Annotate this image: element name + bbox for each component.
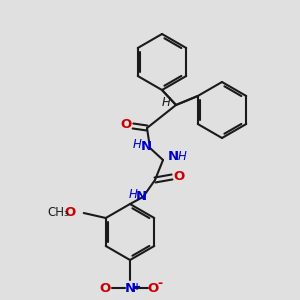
Text: O: O (64, 206, 75, 218)
Text: H: H (162, 97, 170, 110)
Text: -: - (158, 278, 163, 290)
Text: H: H (178, 149, 186, 163)
Text: N: N (135, 190, 147, 203)
Text: H: H (133, 139, 141, 152)
Text: +: + (133, 282, 141, 292)
Text: O: O (147, 281, 159, 295)
Text: O: O (173, 169, 184, 182)
Text: H: H (129, 188, 137, 202)
Text: N: N (140, 140, 152, 154)
Text: N: N (167, 149, 178, 163)
Text: N: N (124, 281, 136, 295)
Text: O: O (99, 281, 111, 295)
Text: O: O (120, 118, 132, 131)
Text: CH₃: CH₃ (47, 206, 69, 218)
